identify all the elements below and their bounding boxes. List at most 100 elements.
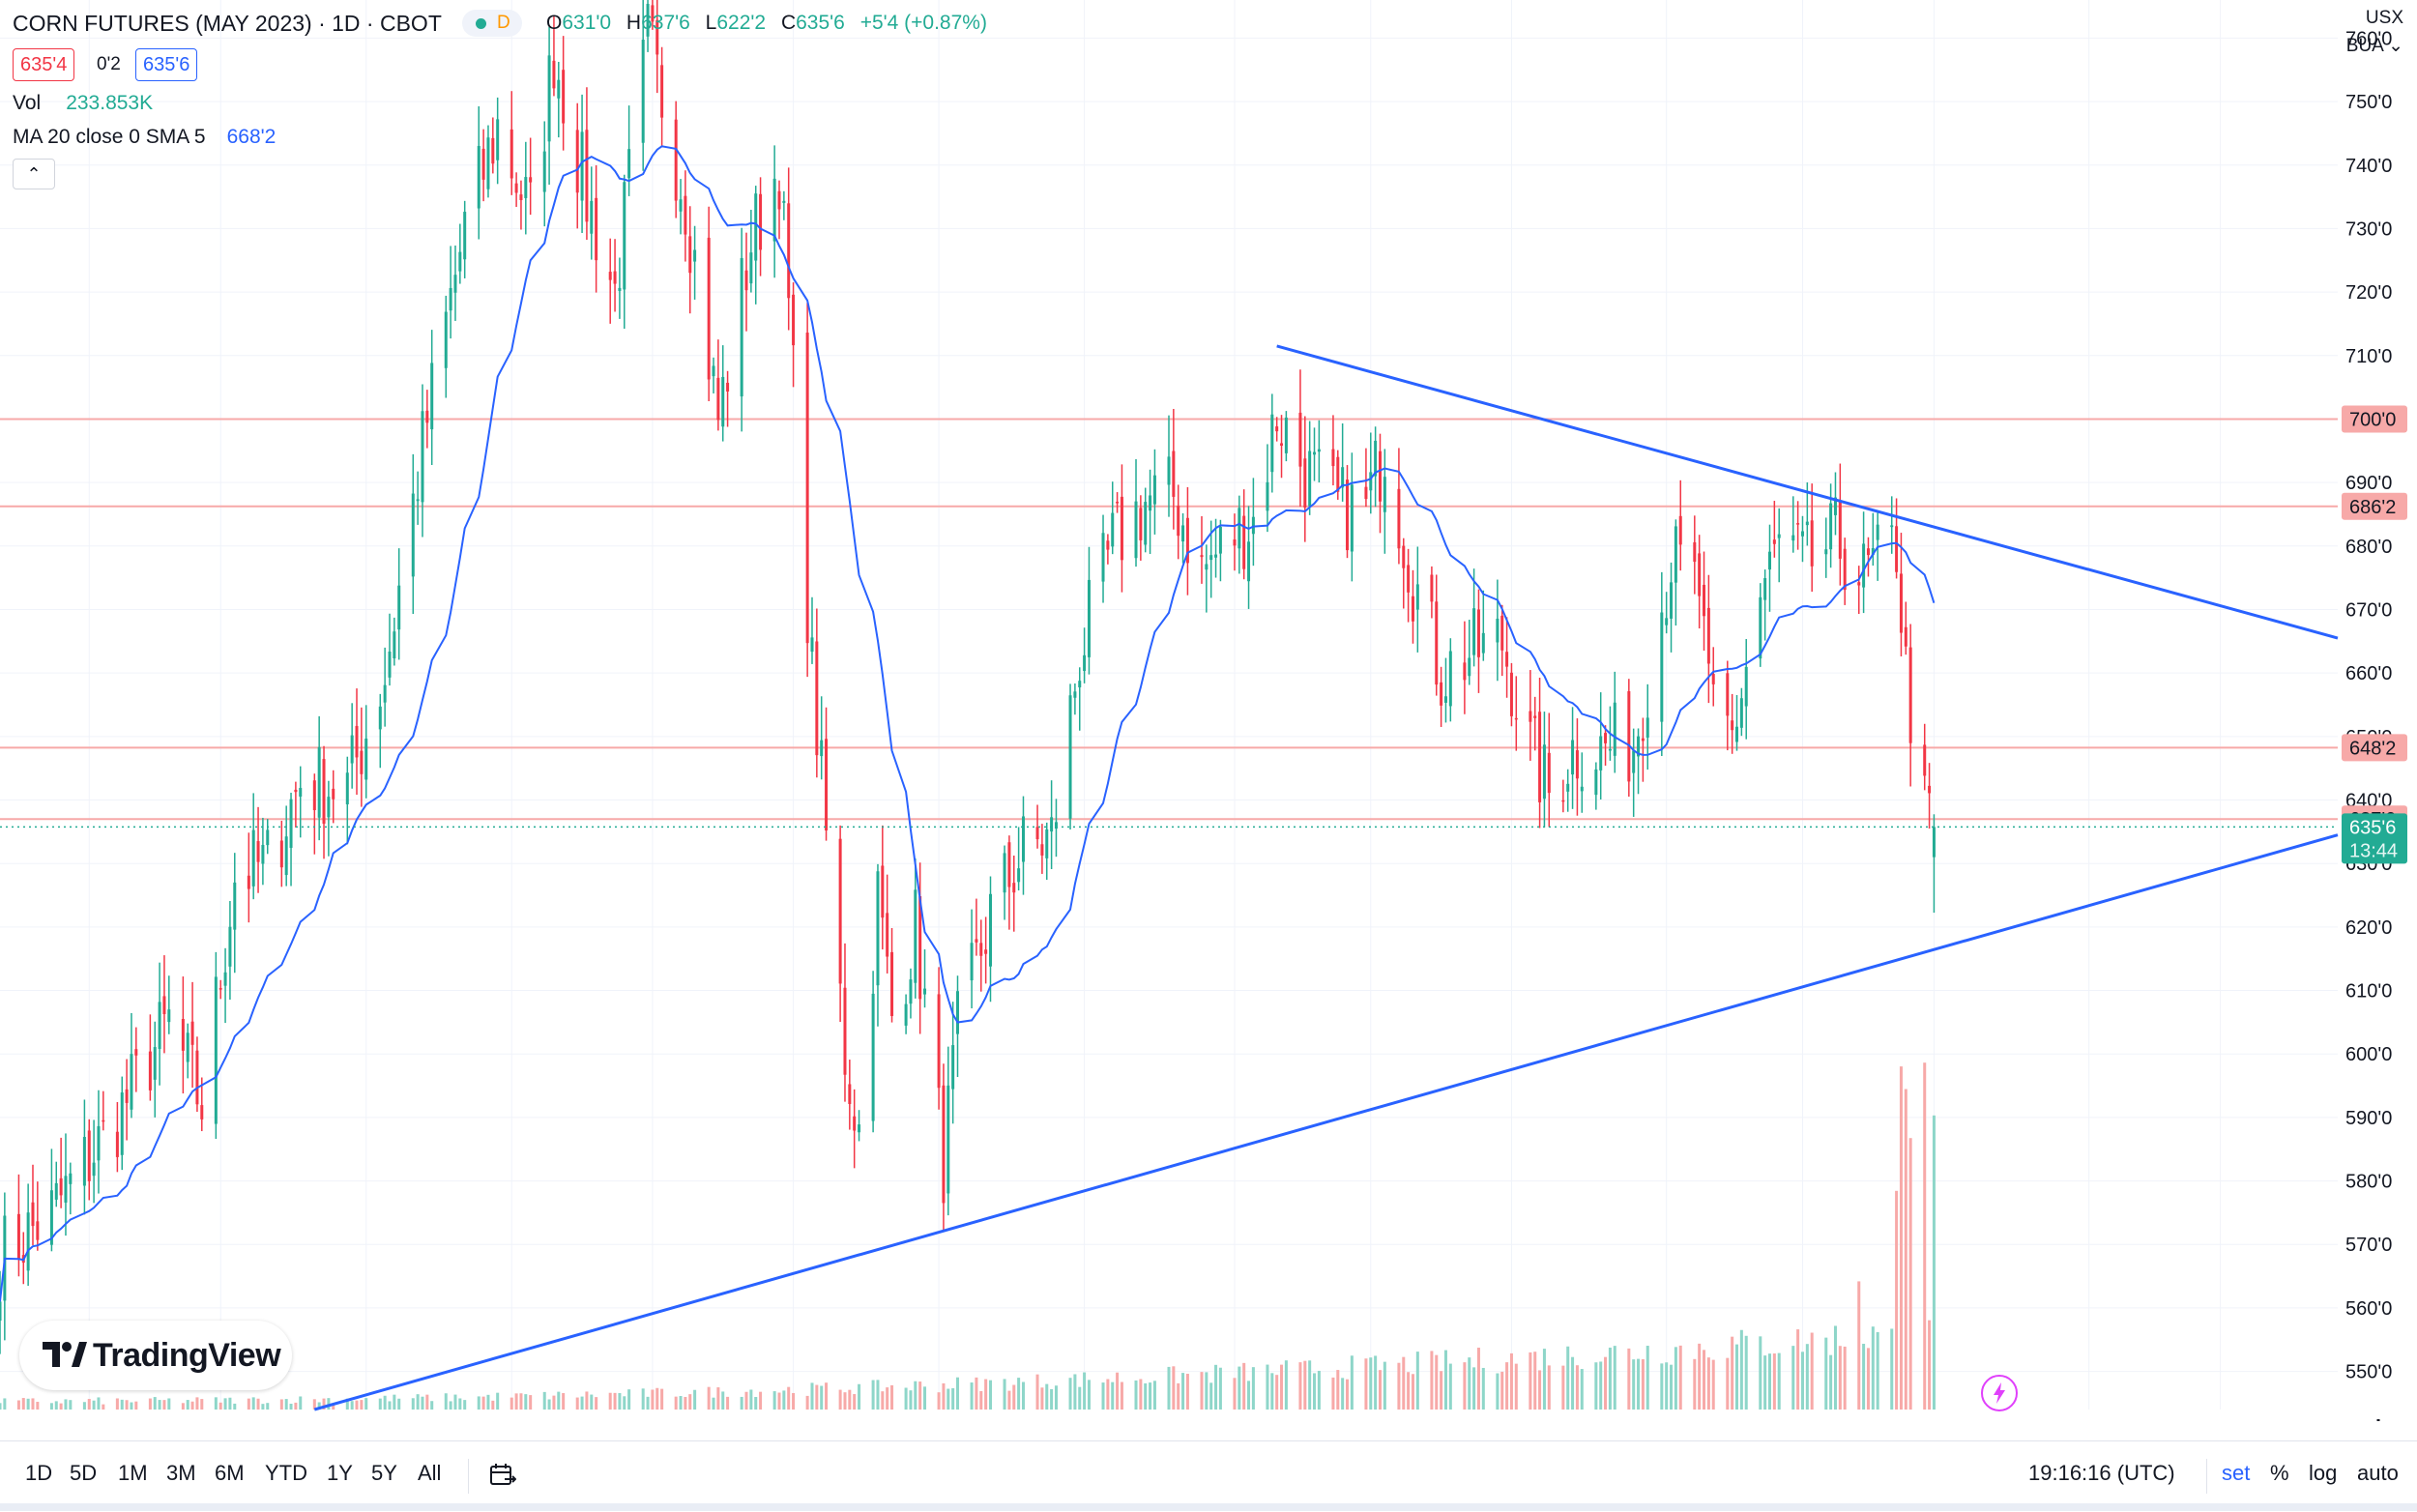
sell-price-button[interactable]: 635'4: [13, 48, 75, 81]
volume-bar: [279, 1399, 283, 1410]
volume-bar: [355, 1400, 359, 1410]
candle-body: [759, 193, 763, 250]
candle-body: [1308, 451, 1312, 507]
volume-bar: [1083, 1372, 1087, 1410]
volume-bar: [1871, 1326, 1875, 1410]
volume-legend[interactable]: Vol 233.853K: [13, 92, 153, 115]
volume-bar: [233, 1403, 237, 1410]
volume-bar: [1280, 1364, 1284, 1410]
volume-bar: [1505, 1362, 1509, 1410]
candle-body: [1003, 853, 1006, 893]
volume-bar: [1796, 1329, 1800, 1410]
chart-area[interactable]: 760'0 750'0 740'0 730'0 720'0 710'0 700'0 690'0…: [0, 0, 2417, 1421]
candle-body: [1054, 822, 1058, 829]
volume-legend-label: Vol: [13, 92, 42, 114]
candle-body: [1481, 632, 1485, 654]
price-chart[interactable]: 760'0 750'0 740'0 730'0 720'0 710'0 700'0 690'0…: [0, 0, 2417, 1421]
x-tick-label: Nov: [1354, 1419, 1388, 1421]
candle-body: [1500, 615, 1504, 651]
volume-bar: [1838, 1346, 1842, 1410]
volume-bar: [1862, 1343, 1866, 1410]
auto-scale-toggle[interactable]: auto: [2357, 1461, 2399, 1485]
candle-body: [942, 1085, 946, 1204]
timeframe-3m[interactable]: 3M: [166, 1461, 196, 1485]
candle-body: [529, 177, 533, 183]
collapse-legend-button[interactable]: ⌃: [13, 159, 55, 189]
volume-bar: [848, 1389, 852, 1410]
y-tick-label: 680'0: [2345, 537, 2392, 558]
percent-scale-toggle[interactable]: %: [2270, 1461, 2289, 1485]
session-set-toggle[interactable]: set: [2222, 1461, 2251, 1485]
price-tag-countdown: 13:44: [2349, 840, 2398, 861]
log-scale-toggle[interactable]: log: [2309, 1461, 2338, 1485]
candle-body: [1641, 738, 1645, 741]
candle-body: [97, 1125, 101, 1161]
buy-price-button[interactable]: 635'6: [135, 48, 198, 81]
volume-bar: [148, 1398, 152, 1410]
volume-bar: [393, 1394, 396, 1410]
ohlc-low-key: L: [705, 12, 717, 34]
volume-bar: [923, 1386, 927, 1410]
candle-body: [1726, 673, 1730, 716]
volume-bar: [519, 1393, 523, 1410]
currency-selector[interactable]: USX: [2366, 8, 2403, 29]
volume-bar: [782, 1390, 786, 1410]
unit-selector[interactable]: BUA ⌄: [2346, 35, 2403, 57]
candle-body: [1402, 545, 1406, 568]
timeframe-1d[interactable]: 1D: [25, 1461, 53, 1485]
candle-body: [674, 119, 678, 201]
volume-bar: [886, 1387, 889, 1410]
timeframe-5y[interactable]: 5Y: [371, 1461, 397, 1485]
volume-bar: [1336, 1370, 1340, 1410]
volume-bar: [1509, 1352, 1513, 1410]
candle-body: [1674, 526, 1677, 583]
symbol-title[interactable]: CORN FUTURES (MAY 2023) · 1D · CBOT: [13, 11, 442, 37]
volume-bar: [1012, 1384, 1016, 1410]
volume-bar: [951, 1387, 955, 1410]
timeframe-1y[interactable]: 1Y: [327, 1461, 353, 1485]
settings-gear-icon[interactable]: [2367, 1419, 2390, 1421]
candle-body: [162, 996, 166, 1015]
spread-value: 0'2: [97, 54, 121, 74]
volume-bar: [345, 1398, 349, 1410]
volume-bar: [1678, 1345, 1682, 1410]
volume-bar: [1238, 1366, 1241, 1410]
volume-bar: [1369, 1357, 1373, 1410]
utc-clock[interactable]: 19:16:16 (UTC): [2028, 1461, 2175, 1485]
volume-bar: [322, 1398, 326, 1410]
ma-legend[interactable]: MA 20 close 0 SMA 5 668'2: [13, 126, 276, 149]
candle-body: [825, 739, 829, 831]
volume-bar: [1448, 1363, 1452, 1410]
candle-body: [1665, 618, 1669, 625]
timeframe-6m[interactable]: 6M: [215, 1461, 245, 1485]
candle-body: [1561, 800, 1565, 802]
volume-bar: [890, 1384, 894, 1410]
candle-body: [519, 194, 523, 201]
candle-body: [430, 363, 434, 430]
volume-bar: [684, 1396, 687, 1410]
candle-body: [214, 976, 218, 1124]
timeframe-ytd[interactable]: YTD: [265, 1461, 307, 1485]
tradingview-logo[interactable]: TradingView: [19, 1321, 292, 1390]
candle-body: [679, 199, 683, 212]
volume-bar: [190, 1401, 194, 1410]
replay-bolt-button[interactable]: [1981, 1375, 2018, 1411]
volume-bar: [1731, 1336, 1734, 1410]
timeframe-1m[interactable]: 1M: [118, 1461, 148, 1485]
volume-bar: [425, 1394, 429, 1410]
date-range-button[interactable]: [489, 1463, 517, 1493]
volume-bar: [36, 1402, 40, 1410]
candle-body: [134, 1049, 138, 1056]
volume-bar: [1833, 1325, 1837, 1410]
volume-bar: [942, 1382, 946, 1410]
market-status-badge[interactable]: D: [462, 10, 522, 37]
timeframe-all[interactable]: All: [418, 1461, 442, 1485]
volume-bar: [1660, 1363, 1664, 1410]
timeframe-5d[interactable]: 5D: [70, 1461, 98, 1485]
candle-body: [1693, 541, 1697, 563]
candle-body: [1341, 467, 1345, 488]
candle-body: [1698, 553, 1702, 596]
volume-bar: [453, 1394, 457, 1410]
candle-body: [425, 410, 429, 423]
volume-bar: [557, 1391, 561, 1410]
